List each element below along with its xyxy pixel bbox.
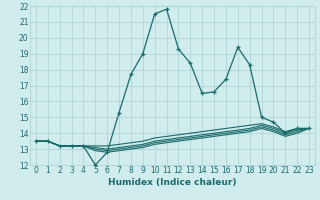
X-axis label: Humidex (Indice chaleur): Humidex (Indice chaleur) — [108, 178, 237, 187]
